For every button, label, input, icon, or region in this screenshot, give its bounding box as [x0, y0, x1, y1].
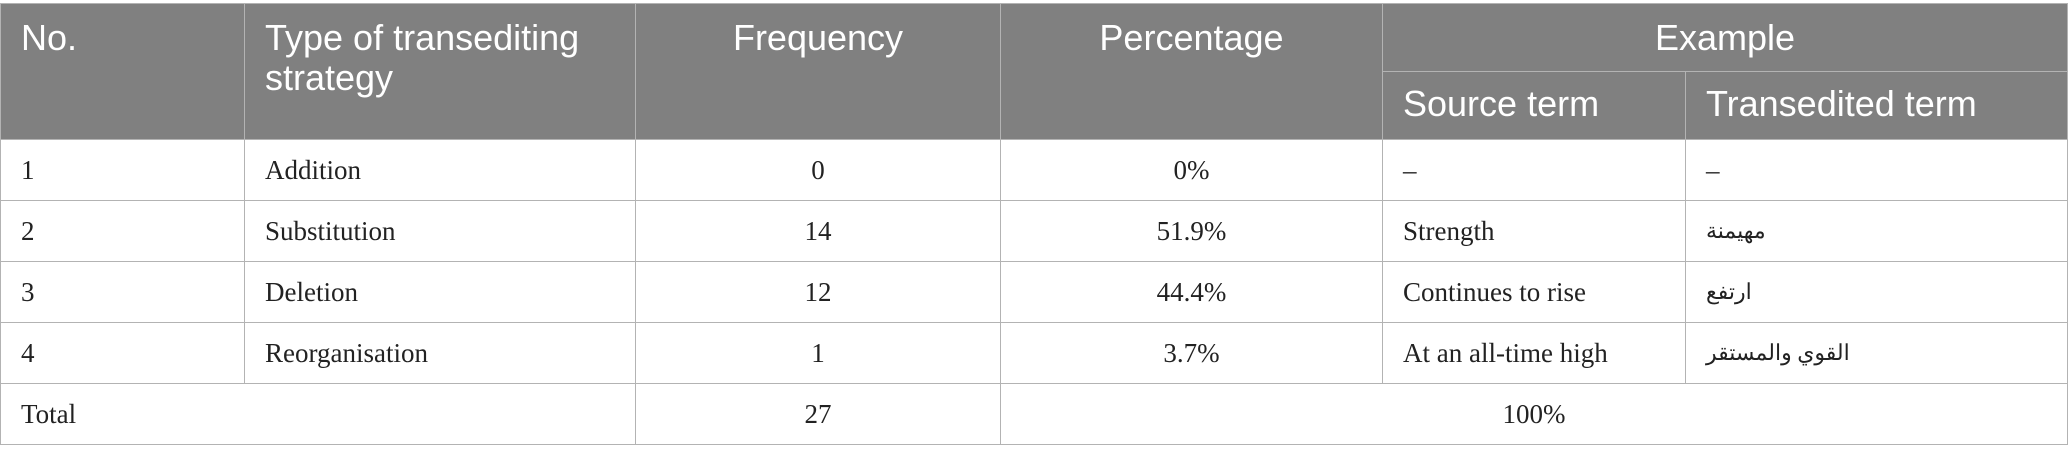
cell-frequency: 0 — [635, 139, 1001, 201]
cell-frequency: 1 — [635, 322, 1001, 384]
transediting-strategy-table: No. Type of transediting strategy Freque… — [0, 3, 2068, 445]
header-frequency: Frequency — [635, 3, 1001, 140]
cell-no: 4 — [0, 322, 245, 384]
cell-source-term: Strength — [1382, 200, 1686, 262]
cell-type: Substitution — [244, 200, 636, 262]
cell-type: Deletion — [244, 261, 636, 323]
cell-no: 3 — [0, 261, 245, 323]
header-percentage: Percentage — [1000, 3, 1383, 140]
cell-no: 1 — [0, 139, 245, 201]
header-transedited-term: Transedited term — [1685, 71, 2068, 140]
table-row: 2 Substitution 14 51.9% Strength مهيمنة — [0, 200, 2068, 262]
cell-transedited-term: ارتفع — [1685, 261, 2068, 323]
header-source-term: Source term — [1382, 71, 1686, 140]
cell-no: 2 — [0, 200, 245, 262]
header-no: No. — [0, 3, 245, 140]
total-row: Total 27 100% — [0, 383, 2068, 445]
cell-transedited-term: القوي والمستقر — [1685, 322, 2068, 384]
table-row: 1 Addition 0 0% – – — [0, 139, 2068, 201]
cell-transedited-term: مهيمنة — [1685, 200, 2068, 262]
total-frequency: 27 — [635, 383, 1001, 445]
header-type: Type of transediting strategy — [244, 3, 636, 140]
header-example: Example — [1382, 3, 2068, 72]
cell-percentage: 3.7% — [1000, 322, 1383, 384]
cell-percentage: 0% — [1000, 139, 1383, 201]
cell-type: Addition — [244, 139, 636, 201]
cell-frequency: 12 — [635, 261, 1001, 323]
cell-source-term: – — [1382, 139, 1686, 201]
cell-frequency: 14 — [635, 200, 1001, 262]
total-percentage: 100% — [1000, 383, 2068, 445]
cell-transedited-term: – — [1685, 139, 2068, 201]
cell-type: Reorganisation — [244, 322, 636, 384]
cell-percentage: 44.4% — [1000, 261, 1383, 323]
table-row: 4 Reorganisation 1 3.7% At an all-time h… — [0, 322, 2068, 384]
total-label: Total — [0, 383, 636, 445]
cell-source-term: Continues to rise — [1382, 261, 1686, 323]
cell-percentage: 51.9% — [1000, 200, 1383, 262]
table-row: 3 Deletion 12 44.4% Continues to rise ار… — [0, 261, 2068, 323]
cell-source-term: At an all-time high — [1382, 322, 1686, 384]
